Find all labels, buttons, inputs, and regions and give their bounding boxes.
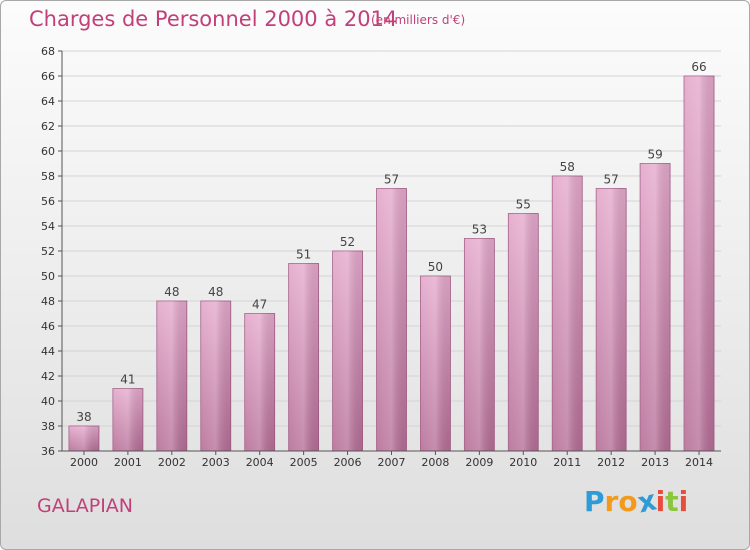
chart-subtitle: (en milliers d'€) bbox=[371, 13, 466, 27]
chart-title: Charges de Personnel 2000 à 2014 bbox=[29, 7, 398, 31]
x-tick-label-2003: 2003 bbox=[202, 456, 230, 469]
value-label-2006: 52 bbox=[340, 235, 355, 249]
logo-letter: t bbox=[665, 485, 679, 518]
y-tick-label: 56 bbox=[41, 195, 55, 208]
logo-letter: i bbox=[655, 485, 666, 518]
logo-letter: i bbox=[678, 485, 689, 518]
x-tick-label-2013: 2013 bbox=[641, 456, 669, 469]
x-tick-label-2000: 2000 bbox=[70, 456, 98, 469]
bar-shine-2010 bbox=[508, 213, 539, 451]
x-tick-label-2011: 2011 bbox=[553, 456, 581, 469]
y-tick-label: 54 bbox=[41, 220, 55, 233]
x-tick-label-2014: 2014 bbox=[685, 456, 713, 469]
value-label-2011: 58 bbox=[560, 160, 575, 174]
y-tick-label: 60 bbox=[41, 145, 55, 158]
value-label-2002: 48 bbox=[164, 285, 179, 299]
y-tick-label: 58 bbox=[41, 170, 55, 183]
bar-shine-2004 bbox=[244, 313, 275, 451]
value-label-2009: 53 bbox=[472, 223, 487, 237]
y-tick-label: 62 bbox=[41, 120, 55, 133]
bar-shine-2013 bbox=[640, 163, 671, 451]
value-label-2008: 50 bbox=[428, 260, 443, 274]
logo-letter: r bbox=[604, 485, 619, 518]
y-tick-label: 68 bbox=[41, 45, 55, 58]
value-label-2005: 51 bbox=[296, 248, 311, 262]
bar-shine-2001 bbox=[112, 388, 143, 451]
y-tick-label: 52 bbox=[41, 245, 55, 258]
x-tick-label-2010: 2010 bbox=[509, 456, 537, 469]
value-label-2001: 41 bbox=[120, 373, 135, 387]
bar-shine-2012 bbox=[596, 188, 627, 451]
bar-shine-2009 bbox=[464, 238, 495, 451]
axis-layer: 36 38 40 42 44 46 48 50 52 54 56 58 60 62 64 66 68 2000 20… bbox=[41, 45, 721, 469]
value-label-2010: 55 bbox=[516, 198, 531, 212]
town-name: GALAPIAN bbox=[37, 495, 134, 517]
x-tick-label-2006: 2006 bbox=[334, 456, 362, 469]
y-tick-label: 38 bbox=[41, 420, 55, 433]
y-tick-label: 64 bbox=[41, 95, 55, 108]
bar-shine-2011 bbox=[552, 176, 583, 451]
bar-shine-2007 bbox=[376, 188, 407, 451]
bar-shine-2006 bbox=[332, 251, 363, 451]
y-tick-label: 46 bbox=[41, 320, 55, 333]
x-tick-label-2005: 2005 bbox=[290, 456, 318, 469]
y-tick-label: 48 bbox=[41, 295, 55, 308]
x-tick-label-2002: 2002 bbox=[158, 456, 186, 469]
bar-shine-2005 bbox=[288, 263, 319, 451]
bar-shine-2000 bbox=[68, 426, 99, 451]
value-label-2007: 57 bbox=[384, 173, 399, 187]
y-tick-label: 42 bbox=[41, 370, 55, 383]
bar-shine-2008 bbox=[420, 276, 451, 451]
value-label-2000: 38 bbox=[76, 410, 91, 424]
value-label-2012: 57 bbox=[604, 173, 619, 187]
x-tick-label-2001: 2001 bbox=[114, 456, 142, 469]
value-label-2013: 59 bbox=[647, 148, 662, 162]
bar-shine-2014 bbox=[684, 76, 715, 451]
y-tick-label: 44 bbox=[41, 345, 55, 358]
x-tick-label-2007: 2007 bbox=[378, 456, 406, 469]
bar-shine-2003 bbox=[200, 301, 231, 451]
value-label-2014: 66 bbox=[691, 60, 706, 74]
y-tick-label: 40 bbox=[41, 395, 55, 408]
proxiti-logo: Proxiti bbox=[584, 483, 689, 519]
bar-layer: 38 41 48 48 47 51 52 57 50 53 55 58 57 59 66 bbox=[68, 60, 715, 452]
logo-letter: o bbox=[618, 485, 638, 518]
y-tick-label: 66 bbox=[41, 70, 55, 83]
bar-shine-2002 bbox=[156, 301, 187, 451]
value-label-2003: 48 bbox=[208, 285, 223, 299]
y-tick-label: 36 bbox=[41, 445, 55, 458]
value-label-2004: 47 bbox=[252, 298, 267, 312]
x-tick-label-2012: 2012 bbox=[597, 456, 625, 469]
logo-letter: P bbox=[584, 485, 605, 518]
x-tick-label-2004: 2004 bbox=[246, 456, 274, 469]
y-tick-label: 50 bbox=[41, 270, 55, 283]
x-tick-label-2008: 2008 bbox=[421, 456, 449, 469]
x-tick-label-2009: 2009 bbox=[465, 456, 493, 469]
